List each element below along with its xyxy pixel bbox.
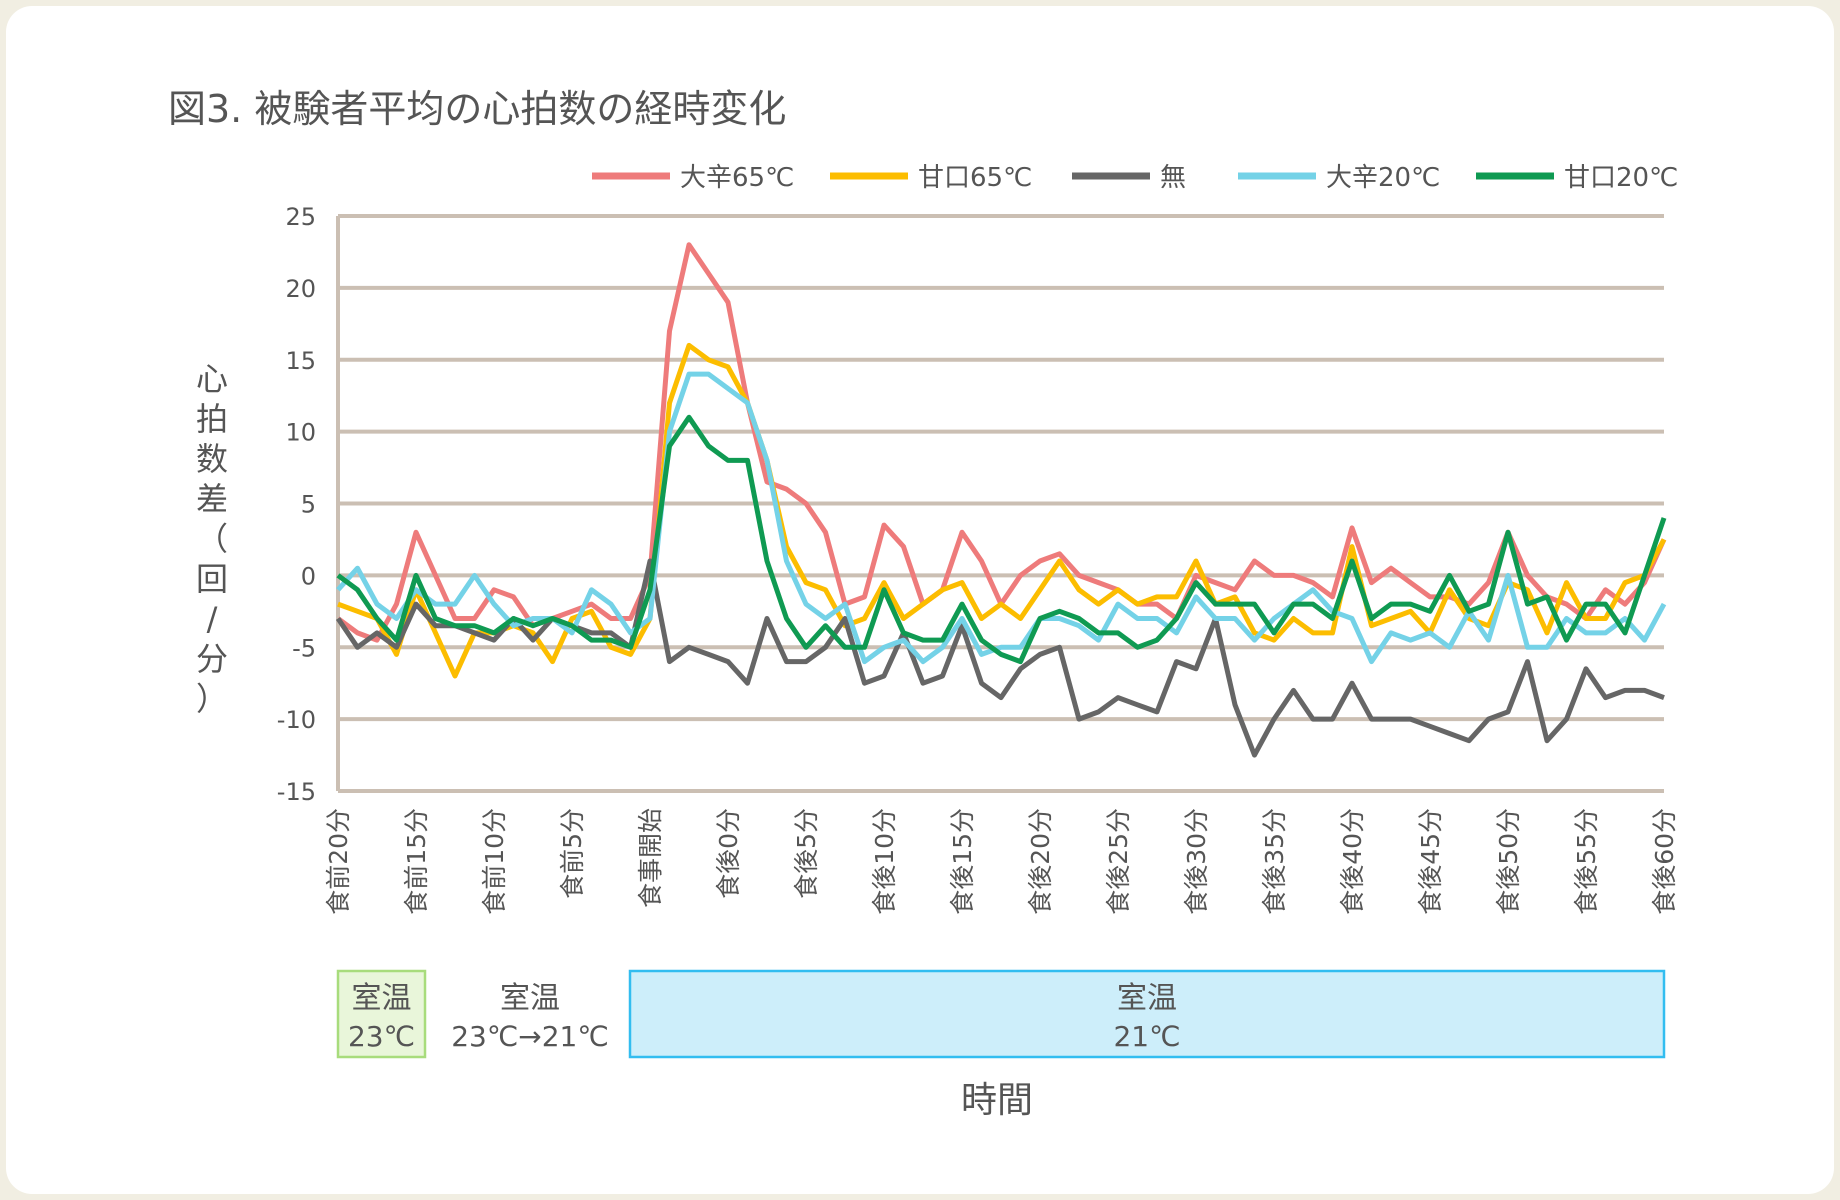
condition-temp: 21℃ [1113, 1020, 1180, 1053]
y-tick-label: 20 [285, 275, 316, 303]
y-axis-label-char: 分 [196, 640, 228, 678]
condition-label: 室温 [500, 981, 560, 1016]
legend-label: 甘口65℃ [918, 163, 1032, 193]
x-axis-label: 時間 [961, 1080, 1033, 1121]
x-tick-label: 食後40分 [1338, 808, 1367, 915]
condition-boxes: 室温 23℃ 室温 23℃→21℃ 室温 21℃ [336, 969, 1666, 1059]
series-line-2 [335, 558, 1665, 758]
x-tick-label: 食後20分 [1026, 808, 1055, 915]
y-tick-label: 15 [285, 347, 316, 375]
x-tick-label: 食後55分 [1572, 808, 1601, 915]
y-axis-label-char: 数 [196, 440, 228, 478]
y-axis-label-char: 回 [196, 560, 228, 598]
condition-box [336, 969, 427, 1059]
x-tick-label: 食後0分 [714, 808, 743, 899]
condition-temp: 23℃→21℃ [451, 1020, 609, 1053]
y-tick-label: -5 [292, 634, 316, 662]
condition-label: 室温 [1117, 981, 1177, 1016]
y-axis-label-char: 差 [196, 480, 228, 518]
x-tick-label: 食後25分 [1104, 808, 1133, 915]
x-tick-label: 食前10分 [480, 808, 509, 915]
x-tick-label: 食事開始 [636, 808, 665, 908]
y-tick-label: 0 [301, 562, 316, 590]
series-line-0 [336, 242, 1667, 643]
y-tick-label: 25 [285, 203, 316, 231]
x-tick-label: 食後45分 [1416, 808, 1445, 915]
y-axis-label-char: 拍 [196, 400, 228, 438]
series-line-3 [336, 371, 1667, 665]
condition-box [628, 969, 1666, 1059]
condition-label: 室温 [352, 981, 412, 1016]
y-axis-label-char: ） [196, 680, 228, 718]
y-tick-label: -15 [277, 778, 316, 806]
x-tick-label: 食後30分 [1182, 808, 1211, 915]
x-tick-label: 食前5分 [558, 808, 587, 899]
x-tick-labels: 食前20分 食前15分 食前10分 食前5分 食事開始 食後0分 食後5分 食後10分 食後15… [324, 808, 1679, 915]
y-tick-label: -10 [277, 706, 316, 734]
x-tick-label: 食後15分 [948, 808, 977, 915]
x-tick-label: 食後35分 [1260, 808, 1289, 915]
gridlines [336, 214, 1664, 793]
y-tick-label: 5 [301, 491, 316, 519]
chart-title: 図3. 被験者平均の心拍数の経時変化 [168, 87, 786, 131]
y-axis-label-char: / [207, 600, 218, 638]
legend-label: 甘口20℃ [1564, 163, 1678, 193]
legend-label: 無 [1160, 163, 1186, 193]
condition-temp: 23℃ [348, 1020, 415, 1053]
y-tick-label: 10 [285, 419, 316, 447]
series-line-1 [337, 342, 1667, 679]
legend-label: 大辛65℃ [680, 163, 794, 193]
legend: 大辛65℃ 甘口65℃ 無 大辛20℃ 甘口20℃ [592, 163, 1678, 193]
y-axis-label-char: （ [196, 520, 228, 558]
x-tick-label: 食後10分 [870, 808, 899, 915]
y-tick-labels: 25 20 15 10 5 0 -5 -10 -15 [277, 203, 316, 806]
x-tick-label: 食後5分 [792, 808, 821, 899]
series-line-4 [336, 414, 1667, 665]
legend-label: 大辛20℃ [1326, 163, 1440, 193]
x-tick-label: 食前20分 [324, 808, 353, 915]
x-tick-label: 食後50分 [1494, 808, 1523, 915]
y-axis-label-char: 心 [196, 360, 228, 398]
x-tick-label: 食前15分 [402, 808, 431, 915]
x-tick-label: 食後60分 [1650, 808, 1679, 915]
series-lines [335, 242, 1667, 758]
